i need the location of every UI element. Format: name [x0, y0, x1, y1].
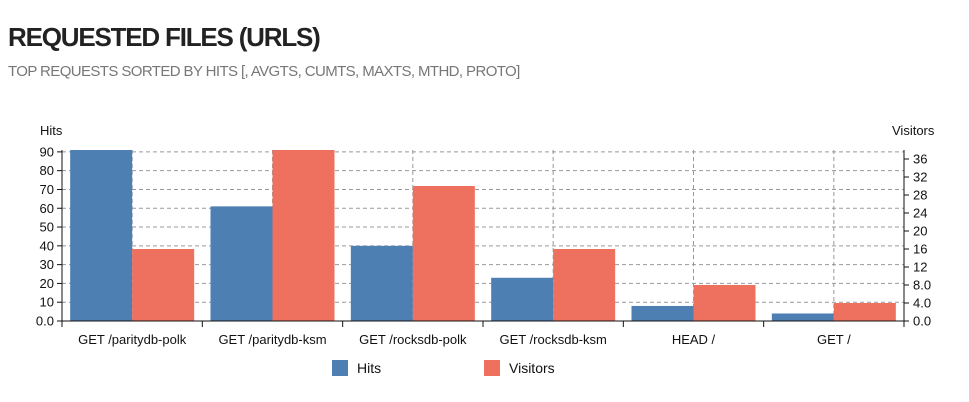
y-axis-title-left: Hits	[40, 123, 63, 138]
y-tick-label-right: 8.0	[913, 278, 931, 293]
y-tick-label-left: 40	[40, 238, 54, 253]
bar-hits	[491, 277, 554, 321]
y-tick-label-left: 10	[40, 295, 54, 310]
panel-subtitle: TOP REQUESTS SORTED BY HITS [, AVGTS, CU…	[8, 63, 520, 80]
x-tick-label: GET /	[817, 332, 851, 347]
chart-legend: Hits Visitors	[332, 360, 555, 376]
y-tick-label-right: 32	[913, 170, 927, 185]
y-tick-label-right: 36	[913, 152, 927, 167]
bar-hits	[350, 245, 413, 321]
y-tick-label-left: 60	[40, 201, 54, 216]
axes: 0.0 10 20 30 40 50 60 70 80 90 0.0 4.0 8.0 12 16 20 24 28…	[36, 144, 931, 347]
x-tick-label: GET /rocksdb-polk	[359, 332, 467, 347]
x-tick-label: GET /rocksdb-ksm	[499, 332, 606, 347]
bar-visitors	[833, 303, 896, 321]
y-tick-label-right: 12	[913, 260, 927, 275]
bar-hits	[771, 313, 834, 321]
y-tick-label-left: 80	[40, 163, 54, 178]
y-tick-label-left: 50	[40, 220, 54, 235]
bar-visitors	[553, 249, 616, 321]
y-tick-label-right: 4.0	[913, 296, 931, 311]
legend-label-visitors: Visitors	[509, 360, 555, 376]
x-tick-label: GET /paritydb-polk	[78, 332, 187, 347]
y-tick-label-left: 70	[40, 182, 54, 197]
y-tick-label-right: 16	[913, 242, 927, 257]
y-tick-label-left: 90	[40, 144, 54, 159]
legend-swatch-visitors	[484, 360, 500, 376]
y-tick-label-left: 30	[40, 257, 54, 272]
y-tick-label-right: 0.0	[913, 314, 931, 329]
bar-visitors	[132, 249, 195, 321]
y-tick-label-right: 20	[913, 224, 927, 239]
bar-hits	[70, 150, 133, 321]
legend-swatch-hits	[332, 360, 348, 376]
y-axis-title-right: Visitors	[892, 123, 935, 138]
y-tick-label-right: 24	[913, 206, 927, 221]
y-tick-label-left: 0.0	[36, 314, 54, 329]
bar-hits	[631, 305, 694, 321]
bar-hits	[210, 206, 273, 321]
bar-visitors	[693, 285, 756, 321]
legend-label-hits: Hits	[357, 360, 381, 376]
bar-visitors	[412, 186, 475, 321]
panel-title: REQUESTED FILES (URLS)	[8, 22, 321, 52]
y-tick-label-left: 20	[40, 276, 54, 291]
x-tick-label: HEAD /	[672, 332, 716, 347]
bars	[70, 150, 896, 321]
y-tick-label-right: 28	[913, 188, 927, 203]
bar-visitors	[272, 150, 335, 321]
x-tick-label: GET /paritydb-ksm	[218, 332, 326, 347]
